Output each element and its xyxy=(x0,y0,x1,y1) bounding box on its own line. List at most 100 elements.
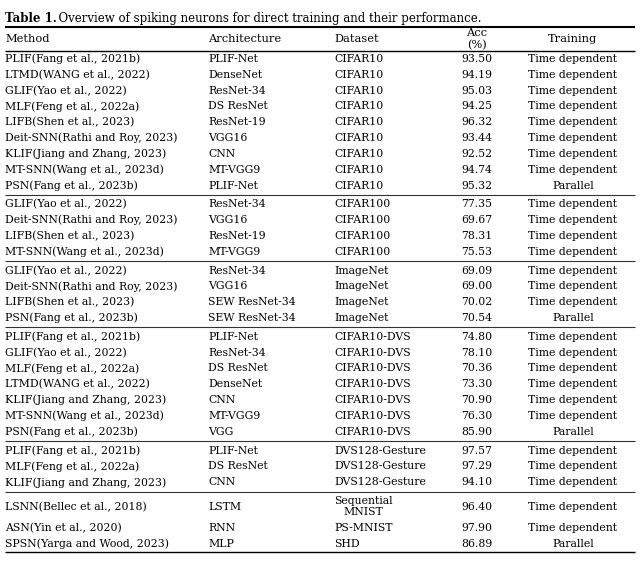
Text: VGG16: VGG16 xyxy=(208,281,248,291)
Text: CIFAR10-DVS: CIFAR10-DVS xyxy=(334,348,411,358)
Text: CNN: CNN xyxy=(208,395,236,405)
Text: 74.80: 74.80 xyxy=(461,332,492,342)
Text: LSNN(Bellec et al., 2018): LSNN(Bellec et al., 2018) xyxy=(5,501,147,512)
Text: Time dependent: Time dependent xyxy=(528,215,618,225)
Text: CIFAR10-DVS: CIFAR10-DVS xyxy=(334,379,411,389)
Text: Time dependent: Time dependent xyxy=(528,501,618,512)
Text: Training: Training xyxy=(548,34,597,44)
Text: 69.67: 69.67 xyxy=(461,215,492,225)
Text: PLIF-Net: PLIF-Net xyxy=(208,54,258,64)
Text: Time dependent: Time dependent xyxy=(528,297,618,307)
Text: GLIF(Yao et al., 2022): GLIF(Yao et al., 2022) xyxy=(5,265,127,276)
Text: LTMD(WANG et al., 2022): LTMD(WANG et al., 2022) xyxy=(5,379,150,389)
Text: 97.57: 97.57 xyxy=(461,445,492,456)
Text: DS ResNet: DS ResNet xyxy=(208,461,268,471)
Text: Time dependent: Time dependent xyxy=(528,477,618,487)
Text: MT-VGG9: MT-VGG9 xyxy=(208,165,260,175)
Text: PSN(Fang et al., 2023b): PSN(Fang et al., 2023b) xyxy=(5,427,138,437)
Text: Time dependent: Time dependent xyxy=(528,523,618,533)
Text: DS ResNet: DS ResNet xyxy=(208,363,268,374)
Text: CIFAR10: CIFAR10 xyxy=(334,85,383,96)
Text: Parallel: Parallel xyxy=(552,313,594,323)
Text: ImageNet: ImageNet xyxy=(334,297,388,307)
Text: KLIF(Jiang and Zhang, 2023): KLIF(Jiang and Zhang, 2023) xyxy=(5,395,166,405)
Text: 77.35: 77.35 xyxy=(461,199,492,209)
Text: CIFAR10-DVS: CIFAR10-DVS xyxy=(334,427,411,437)
Text: CIFAR10: CIFAR10 xyxy=(334,165,383,175)
Text: Parallel: Parallel xyxy=(552,539,594,549)
Text: Time dependent: Time dependent xyxy=(528,85,618,96)
Text: ResNet-34: ResNet-34 xyxy=(208,85,266,96)
Text: CIFAR10-DVS: CIFAR10-DVS xyxy=(334,363,411,374)
Text: MT-SNN(Wang et al., 2023d): MT-SNN(Wang et al., 2023d) xyxy=(5,165,164,175)
Text: 95.03: 95.03 xyxy=(461,85,492,96)
Text: Deit-SNN(Rathi and Roy, 2023): Deit-SNN(Rathi and Roy, 2023) xyxy=(5,281,178,291)
Text: Time dependent: Time dependent xyxy=(528,199,618,209)
Text: MLF(Feng et al., 2022a): MLF(Feng et al., 2022a) xyxy=(5,101,140,112)
Text: 70.02: 70.02 xyxy=(461,297,492,307)
Text: ResNet-19: ResNet-19 xyxy=(208,117,266,127)
Text: Dataset: Dataset xyxy=(334,34,379,44)
Text: Time dependent: Time dependent xyxy=(528,231,618,241)
Text: PLIF(Fang et al., 2021b): PLIF(Fang et al., 2021b) xyxy=(5,445,140,456)
Text: ResNet-19: ResNet-19 xyxy=(208,231,266,241)
Text: Time dependent: Time dependent xyxy=(528,281,618,291)
Text: Time dependent: Time dependent xyxy=(528,461,618,471)
Text: 92.52: 92.52 xyxy=(461,149,492,159)
Text: VGG16: VGG16 xyxy=(208,133,248,143)
Text: PLIF-Net: PLIF-Net xyxy=(208,445,258,456)
Text: PSN(Fang et al., 2023b): PSN(Fang et al., 2023b) xyxy=(5,181,138,191)
Text: 94.19: 94.19 xyxy=(461,70,492,80)
Text: Time dependent: Time dependent xyxy=(528,411,618,421)
Text: CNN: CNN xyxy=(208,477,236,487)
Text: PSN(Fang et al., 2023b): PSN(Fang et al., 2023b) xyxy=(5,313,138,323)
Text: 78.10: 78.10 xyxy=(461,348,492,358)
Text: DenseNet: DenseNet xyxy=(208,379,262,389)
Text: PLIF(Fang et al., 2021b): PLIF(Fang et al., 2021b) xyxy=(5,54,140,64)
Text: CIFAR10: CIFAR10 xyxy=(334,149,383,159)
Text: Overview of spiking neurons for direct training and their performance.: Overview of spiking neurons for direct t… xyxy=(51,12,482,25)
Text: GLIF(Yao et al., 2022): GLIF(Yao et al., 2022) xyxy=(5,348,127,358)
Text: DVS128-Gesture: DVS128-Gesture xyxy=(334,445,426,456)
Text: Time dependent: Time dependent xyxy=(528,379,618,389)
Text: 95.32: 95.32 xyxy=(461,181,492,191)
Text: Time dependent: Time dependent xyxy=(528,363,618,374)
Text: Time dependent: Time dependent xyxy=(528,247,618,257)
Text: 96.40: 96.40 xyxy=(461,501,492,512)
Text: 76.30: 76.30 xyxy=(461,411,492,421)
Text: MT-VGG9: MT-VGG9 xyxy=(208,411,260,421)
Text: Deit-SNN(Rathi and Roy, 2023): Deit-SNN(Rathi and Roy, 2023) xyxy=(5,133,178,143)
Text: Method: Method xyxy=(5,34,50,44)
Text: MLF(Feng et al., 2022a): MLF(Feng et al., 2022a) xyxy=(5,461,140,471)
Text: ImageNet: ImageNet xyxy=(334,313,388,323)
Text: 96.32: 96.32 xyxy=(461,117,492,127)
Text: Time dependent: Time dependent xyxy=(528,265,618,276)
Text: MLP: MLP xyxy=(208,539,234,549)
Text: CNN: CNN xyxy=(208,149,236,159)
Text: CIFAR10-DVS: CIFAR10-DVS xyxy=(334,411,411,421)
Text: SEW ResNet-34: SEW ResNet-34 xyxy=(208,313,296,323)
Text: 97.90: 97.90 xyxy=(461,523,492,533)
Text: CIFAR10: CIFAR10 xyxy=(334,117,383,127)
Text: LIFB(Shen et al., 2023): LIFB(Shen et al., 2023) xyxy=(5,231,134,241)
Text: 94.25: 94.25 xyxy=(461,101,492,112)
Text: ResNet-34: ResNet-34 xyxy=(208,199,266,209)
Text: VGG: VGG xyxy=(208,427,234,437)
Text: VGG16: VGG16 xyxy=(208,215,248,225)
Text: Time dependent: Time dependent xyxy=(528,133,618,143)
Text: LIFB(Shen et al., 2023): LIFB(Shen et al., 2023) xyxy=(5,117,134,127)
Text: KLIF(Jiang and Zhang, 2023): KLIF(Jiang and Zhang, 2023) xyxy=(5,477,166,487)
Text: ImageNet: ImageNet xyxy=(334,265,388,276)
Text: 75.53: 75.53 xyxy=(461,247,492,257)
Text: 78.31: 78.31 xyxy=(461,231,492,241)
Text: CIFAR10: CIFAR10 xyxy=(334,101,383,112)
Text: Time dependent: Time dependent xyxy=(528,395,618,405)
Text: MT-SNN(Wang et al., 2023d): MT-SNN(Wang et al., 2023d) xyxy=(5,411,164,421)
Text: 70.54: 70.54 xyxy=(461,313,492,323)
Text: 93.50: 93.50 xyxy=(461,54,492,64)
Text: 97.29: 97.29 xyxy=(461,461,492,471)
Text: Time dependent: Time dependent xyxy=(528,348,618,358)
Text: LIFB(Shen et al., 2023): LIFB(Shen et al., 2023) xyxy=(5,297,134,307)
Text: CIFAR10: CIFAR10 xyxy=(334,70,383,80)
Text: DS ResNet: DS ResNet xyxy=(208,101,268,112)
